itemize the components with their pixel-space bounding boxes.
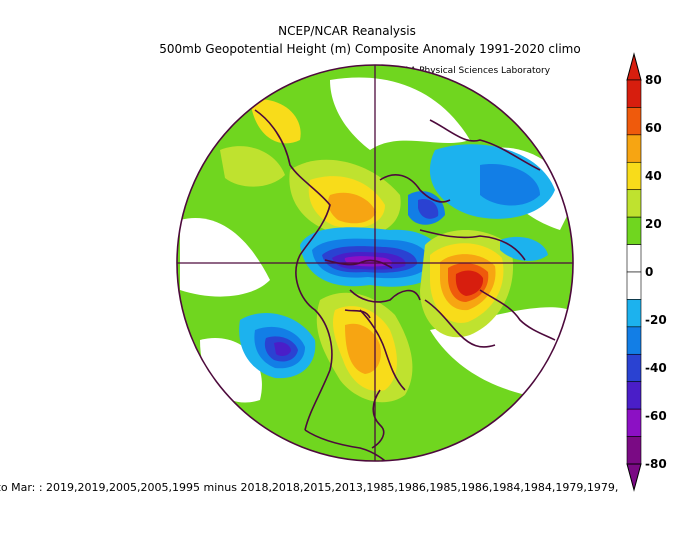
positive-pacific-50 — [328, 192, 376, 224]
colorbar-segment — [626, 271, 642, 300]
negative-east-20 — [500, 236, 548, 262]
negative-siberia-30 — [480, 164, 540, 206]
colorbar-segment — [626, 244, 642, 273]
colorbar: 80 60 40 20 0 -20 -40 -60 -80 — [626, 52, 667, 492]
zero-region-west — [180, 218, 270, 297]
colorbar-tick-label: -60 — [645, 409, 667, 423]
zero-region-arctic-north — [330, 77, 470, 150]
colorbar-segment — [626, 216, 642, 245]
colorbar-segment — [626, 408, 642, 437]
colorbar-tick-label: -20 — [645, 313, 667, 327]
colorbar-tick-label: 0 — [645, 265, 653, 279]
composite-years-footer: c to Mar: : 2019,2019,2005,2005,1995 min… — [0, 481, 619, 494]
title-line-1: NCEP/NCAR Reanalysis — [278, 24, 416, 38]
colorbar-tick-label: 20 — [645, 217, 662, 231]
colorbar-segment — [626, 326, 642, 355]
credit-label: NOAA Physical Sciences Laboratory — [390, 66, 551, 76]
colorbar-segment — [626, 436, 642, 465]
colorbar-segment — [626, 381, 642, 410]
colorbar-segment — [626, 107, 642, 136]
colorbar-segment — [626, 299, 642, 328]
negative-npac-50 — [274, 342, 291, 356]
colorbar-tick-label: 40 — [645, 169, 662, 183]
colorbar-tick-label: -80 — [645, 457, 667, 471]
colorbar-segment — [626, 353, 642, 383]
colorbar-segment — [626, 189, 642, 218]
colorbar-segment — [626, 161, 642, 191]
colorbar-tick-label: 80 — [645, 73, 662, 87]
positive-northwest-30 — [250, 99, 301, 144]
colorbar-segment — [626, 134, 642, 163]
colorbar-tick-label: 60 — [645, 121, 662, 135]
positive-alaska-20 — [220, 146, 285, 187]
colorbar-tick-label: -40 — [645, 361, 667, 375]
positive-europe-70 — [455, 270, 484, 296]
colorbar-bottom-arrow — [626, 463, 642, 492]
title-line-2: 500mb Geopotential Height (m) Composite … — [159, 42, 581, 56]
negative-eastsib-40 — [418, 199, 439, 219]
positive-na-50 — [345, 323, 381, 374]
colorbar-segment — [626, 79, 642, 108]
colorbar-top-arrow — [626, 52, 642, 81]
